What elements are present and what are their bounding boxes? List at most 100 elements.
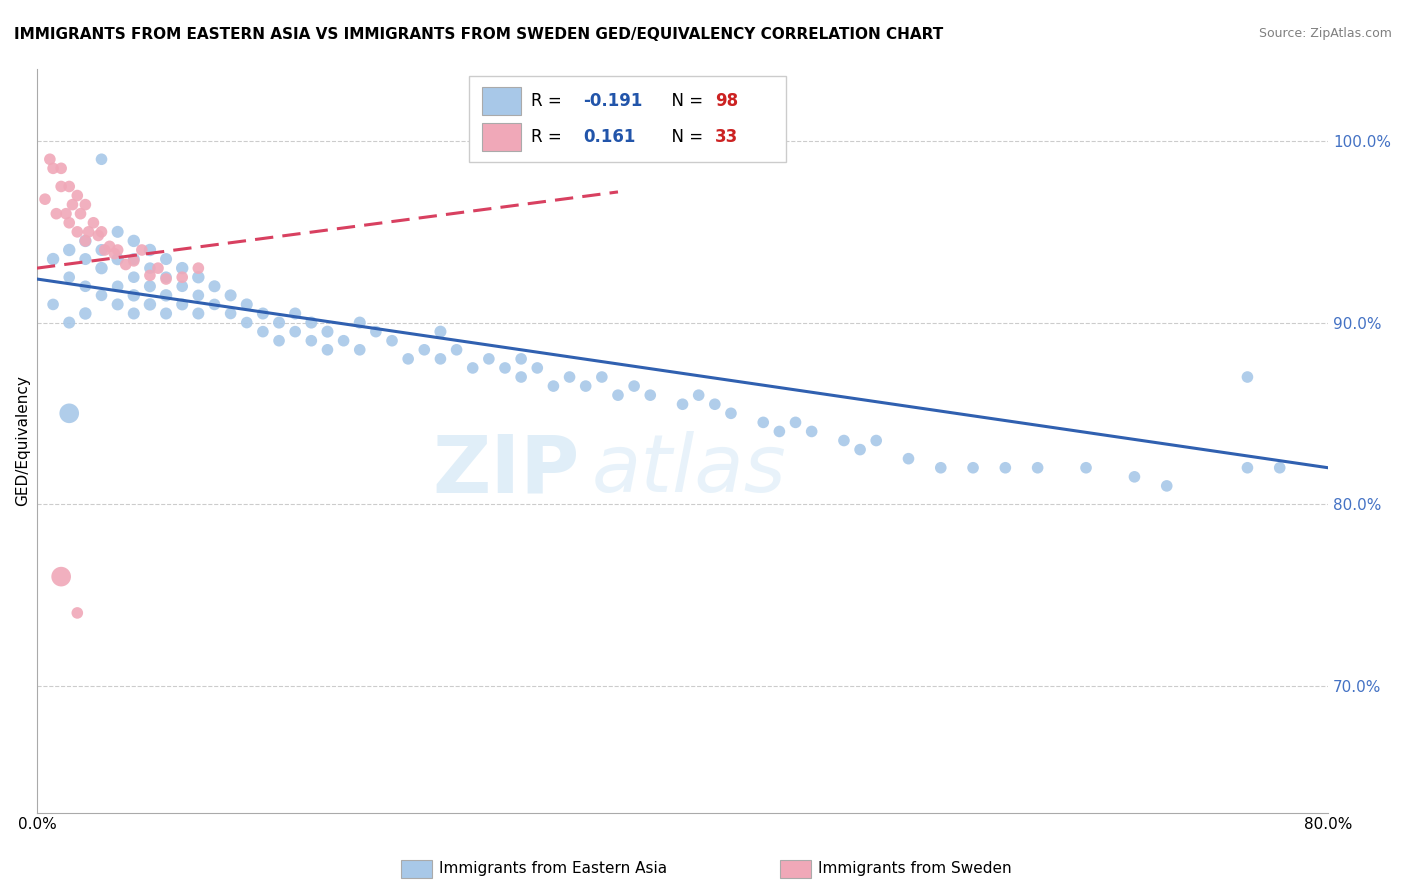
Point	[429, 325, 451, 339]
Point	[90, 261, 112, 276]
Point	[236, 297, 259, 311]
Point	[42, 297, 65, 311]
Point	[58, 179, 80, 194]
Point	[316, 325, 339, 339]
Point	[187, 306, 209, 320]
Point	[75, 234, 97, 248]
Point	[720, 406, 742, 420]
Point	[45, 207, 67, 221]
Point	[122, 253, 145, 268]
Point	[55, 207, 77, 221]
Point	[1123, 470, 1146, 484]
Point	[75, 279, 97, 293]
Point	[172, 279, 194, 293]
Point	[42, 161, 65, 176]
Point	[66, 225, 89, 239]
Point	[623, 379, 645, 393]
Point	[155, 272, 177, 286]
Point	[267, 334, 290, 348]
Point	[204, 297, 226, 311]
FancyBboxPatch shape	[482, 87, 522, 115]
Point	[671, 397, 693, 411]
Point	[510, 370, 533, 384]
Point	[494, 360, 516, 375]
Point	[58, 270, 80, 285]
Point	[38, 153, 60, 167]
Point	[364, 325, 387, 339]
Text: R =: R =	[531, 92, 568, 111]
Point	[1156, 479, 1178, 493]
Point	[66, 606, 89, 620]
Point	[994, 460, 1017, 475]
Point	[236, 316, 259, 330]
Point	[139, 268, 162, 283]
Point	[252, 306, 274, 320]
Text: N =: N =	[661, 128, 709, 146]
Point	[107, 225, 129, 239]
Point	[34, 192, 56, 206]
Point	[349, 343, 371, 357]
Point	[349, 316, 371, 330]
Y-axis label: GED/Equivalency: GED/Equivalency	[15, 376, 30, 506]
Point	[607, 388, 630, 402]
Point	[122, 270, 145, 285]
Point	[703, 397, 725, 411]
Text: N =: N =	[661, 92, 709, 111]
Point	[252, 325, 274, 339]
Text: Immigrants from Eastern Asia: Immigrants from Eastern Asia	[439, 862, 666, 876]
Point	[1236, 370, 1258, 384]
Point	[75, 306, 97, 320]
Point	[172, 261, 194, 276]
Point	[1268, 460, 1291, 475]
Point	[284, 306, 307, 320]
Point	[429, 351, 451, 366]
Point	[172, 270, 194, 285]
Point	[187, 288, 209, 302]
Point	[90, 243, 112, 257]
Point	[219, 288, 242, 302]
Point	[58, 316, 80, 330]
Point	[526, 360, 548, 375]
Point	[42, 252, 65, 266]
Point	[49, 179, 72, 194]
Point	[543, 379, 565, 393]
Point	[122, 252, 145, 266]
Point	[58, 243, 80, 257]
Point	[800, 425, 823, 439]
Point	[155, 252, 177, 266]
Point	[752, 416, 775, 430]
Text: R =: R =	[531, 128, 572, 146]
FancyBboxPatch shape	[482, 123, 522, 151]
Point	[82, 216, 104, 230]
Point	[381, 334, 404, 348]
Point	[66, 188, 89, 202]
Text: -0.191: -0.191	[583, 92, 643, 111]
Point	[107, 252, 129, 266]
Point	[187, 270, 209, 285]
Point	[575, 379, 598, 393]
Text: IMMIGRANTS FROM EASTERN ASIA VS IMMIGRANTS FROM SWEDEN GED/EQUIVALENCY CORRELATI: IMMIGRANTS FROM EASTERN ASIA VS IMMIGRAN…	[14, 27, 943, 42]
Point	[299, 316, 322, 330]
Point	[446, 343, 468, 357]
Point	[114, 258, 136, 272]
FancyBboxPatch shape	[470, 76, 786, 161]
Point	[962, 460, 984, 475]
Point	[396, 351, 419, 366]
Point	[131, 243, 153, 257]
Point	[122, 306, 145, 320]
Point	[77, 225, 100, 239]
Point	[90, 225, 112, 239]
Point	[219, 306, 242, 320]
Point	[49, 161, 72, 176]
Point	[1026, 460, 1049, 475]
Point	[75, 252, 97, 266]
Point	[107, 279, 129, 293]
Point	[558, 370, 581, 384]
Point	[107, 297, 129, 311]
Text: 33: 33	[714, 128, 738, 146]
Point	[103, 246, 125, 260]
Point	[146, 261, 169, 276]
Point	[897, 451, 920, 466]
Text: 98: 98	[714, 92, 738, 111]
Point	[187, 261, 209, 276]
